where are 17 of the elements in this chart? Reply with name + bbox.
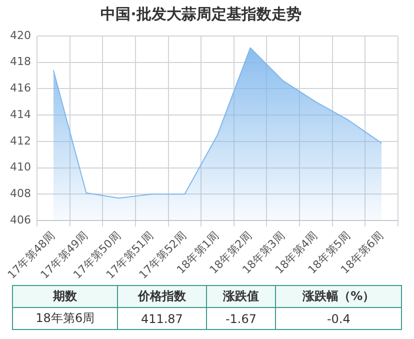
text: 涨跌值 bbox=[206, 286, 276, 308]
y-tick-label: 416 bbox=[10, 82, 31, 95]
y-tick-label: 408 bbox=[10, 187, 31, 200]
y-tick-label: 420 bbox=[10, 28, 31, 42]
y-tick-label: 414 bbox=[10, 108, 31, 121]
chart-title: 中国·批发大蒜周定基指数走势 bbox=[100, 4, 302, 23]
y-tick-label: 406 bbox=[10, 213, 31, 226]
y-tick-label: 410 bbox=[10, 160, 31, 174]
text: 411.87 bbox=[118, 308, 206, 330]
text: -0.4 bbox=[276, 308, 402, 330]
text: -1.67 bbox=[206, 308, 276, 330]
text: 涨跌幅（%） bbox=[276, 286, 402, 308]
text: 价格指数 bbox=[118, 286, 206, 308]
y-tick-label: 412 bbox=[10, 134, 31, 148]
text: 期数 bbox=[12, 286, 118, 308]
text: 18年第6周 bbox=[12, 308, 118, 330]
y-tick-label: 418 bbox=[10, 55, 31, 68]
